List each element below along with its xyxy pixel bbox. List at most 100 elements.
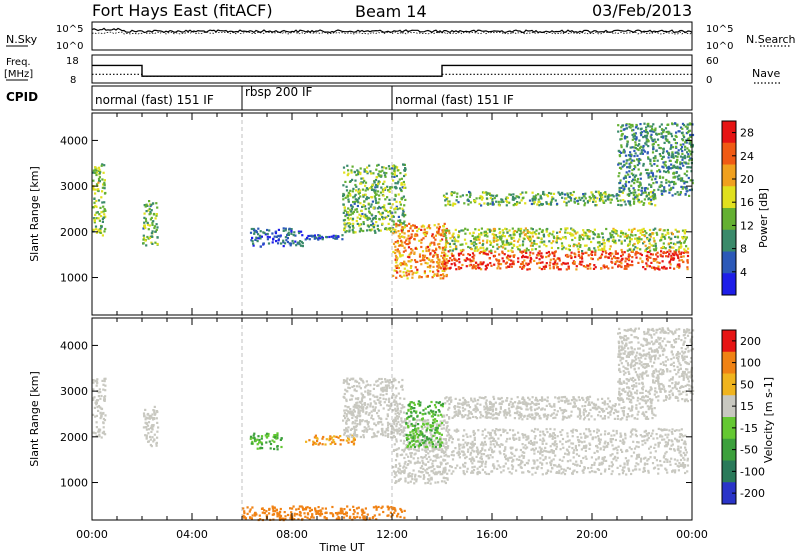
data-cell xyxy=(581,260,584,263)
data-cell xyxy=(97,217,100,220)
data-cell xyxy=(559,238,562,241)
data-cell xyxy=(414,234,417,237)
data-cell xyxy=(645,194,648,198)
data-cell xyxy=(628,243,631,246)
data-cell xyxy=(349,217,352,220)
data-cell xyxy=(583,231,586,234)
data-cell xyxy=(367,413,370,416)
data-cell xyxy=(144,434,147,437)
data-cell xyxy=(423,228,426,231)
data-cell xyxy=(524,255,527,258)
data-cell xyxy=(621,251,624,254)
data-cell xyxy=(403,462,406,465)
data-cell xyxy=(654,248,657,251)
data-cell xyxy=(429,450,432,453)
data-cell xyxy=(623,441,626,444)
data-cell xyxy=(681,187,684,190)
data-cell xyxy=(347,386,350,389)
data-cell xyxy=(505,266,508,269)
data-cell xyxy=(256,447,259,450)
data-cell xyxy=(666,139,669,142)
data-cell xyxy=(549,445,552,448)
data-cell xyxy=(680,146,684,149)
data-cell xyxy=(650,137,653,140)
data-cell xyxy=(672,254,676,257)
data-cell xyxy=(581,441,584,444)
data-cell xyxy=(364,184,367,187)
data-cell xyxy=(431,465,434,468)
data-cell xyxy=(654,227,657,230)
data-cell xyxy=(551,252,554,255)
data-cell xyxy=(400,177,403,180)
data-cell xyxy=(392,380,395,383)
data-cell xyxy=(649,233,652,236)
data-cell xyxy=(657,265,660,268)
data-cell xyxy=(370,224,373,227)
data-cell xyxy=(378,212,382,215)
data-cell xyxy=(679,163,682,166)
data-cell xyxy=(473,459,476,462)
data-cell xyxy=(145,416,148,419)
data-cell xyxy=(427,405,430,408)
data-cell xyxy=(689,135,692,138)
data-cell xyxy=(360,392,363,395)
data-cell xyxy=(104,414,107,417)
data-cell xyxy=(419,430,422,433)
data-cell xyxy=(445,442,448,445)
data-cell xyxy=(479,450,482,453)
data-cell xyxy=(450,252,453,255)
data-cell xyxy=(151,230,154,233)
data-cell xyxy=(611,234,614,237)
data-cell xyxy=(656,138,660,141)
data-cell xyxy=(582,193,585,196)
data-cell xyxy=(567,267,570,270)
data-cell xyxy=(674,243,677,246)
data-cell xyxy=(394,245,397,248)
data-cell xyxy=(506,437,509,441)
data-cell xyxy=(482,246,485,249)
data-cell xyxy=(575,243,578,247)
data-cell xyxy=(570,227,573,230)
freq-unit-label: [MHz] xyxy=(4,69,33,80)
data-cell xyxy=(252,244,255,247)
data-cell xyxy=(407,422,410,425)
data-cell xyxy=(257,233,260,236)
data-cell xyxy=(350,171,353,174)
data-cell xyxy=(101,218,104,221)
data-cell xyxy=(362,410,365,413)
data-cell xyxy=(648,183,651,186)
data-cell xyxy=(655,247,658,250)
data-cell xyxy=(653,163,656,166)
data-cell xyxy=(632,128,635,132)
data-cell xyxy=(429,227,432,230)
data-cell xyxy=(394,464,398,467)
data-cell xyxy=(102,210,105,213)
data-cell xyxy=(557,268,560,271)
data-cell xyxy=(419,475,422,478)
data-cell xyxy=(380,377,383,381)
data-cell xyxy=(505,199,508,202)
data-cell xyxy=(603,456,606,459)
data-cell xyxy=(615,194,618,197)
data-cell xyxy=(411,276,414,279)
data-cell xyxy=(618,189,621,192)
data-cell xyxy=(507,265,510,268)
data-cell xyxy=(364,216,367,220)
data-cell xyxy=(356,404,359,407)
data-cell xyxy=(611,230,614,233)
data-cell xyxy=(535,243,538,246)
data-cell xyxy=(471,456,474,459)
data-cell xyxy=(664,127,668,130)
data-cell xyxy=(541,203,544,206)
data-cell xyxy=(489,196,492,200)
data-cell xyxy=(407,444,410,447)
data-cell xyxy=(660,135,663,138)
data-cell xyxy=(675,161,678,164)
data-cell xyxy=(346,174,349,177)
data-cell xyxy=(94,188,97,191)
data-cell xyxy=(671,166,674,169)
data-cell xyxy=(663,438,666,441)
data-cell xyxy=(510,259,513,262)
data-cell xyxy=(466,258,469,261)
data-cell xyxy=(557,191,560,194)
